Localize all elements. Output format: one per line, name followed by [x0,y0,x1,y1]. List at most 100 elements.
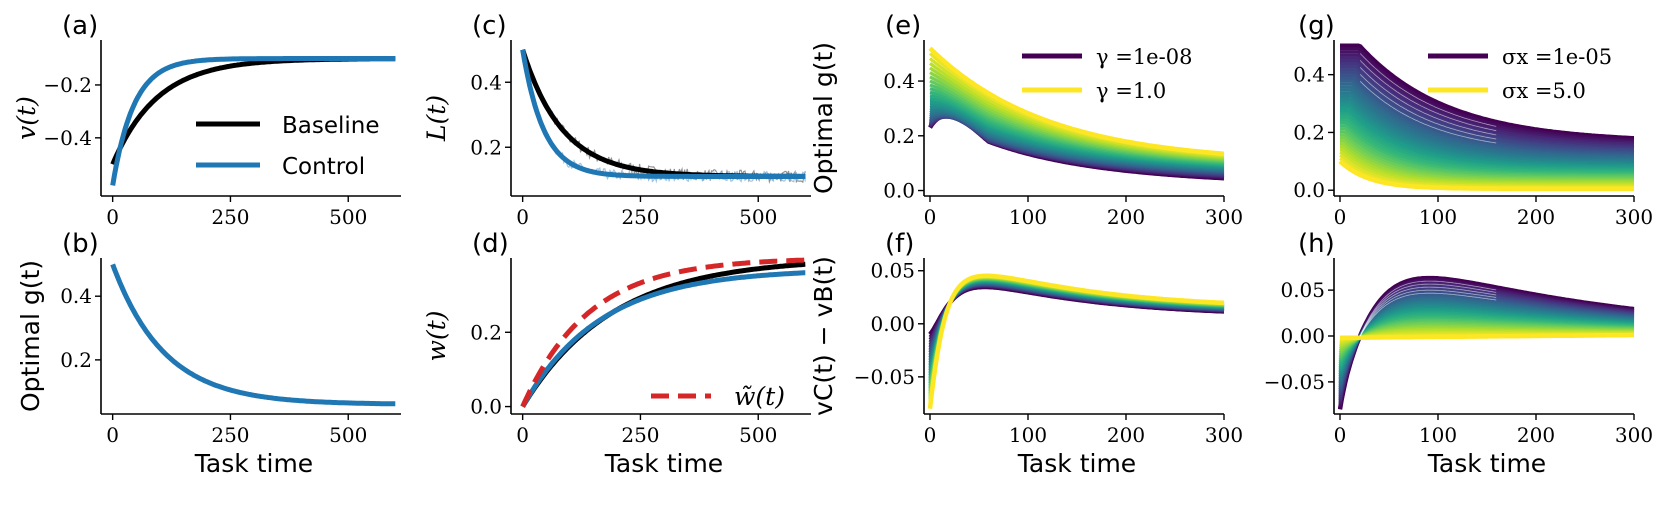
plot-area-e [928,46,1225,181]
panel-e: 0 100 200 300 0.4 0.2 0.0 (e) Optimal g(t) γ =1e-… [809,11,1243,229]
plot-area-d [520,257,806,408]
panel-a: 0 250 500 −0.2 −0.4 (a) v(t) Baseline Control [12,11,401,229]
panel-d: 0 250 500 0.0 0.2 (d) Task time w(t) w̃(t) [422,229,811,478]
legend-label-e-0: γ =1e-08 [1096,45,1192,69]
panel-label-g: (g) [1298,11,1335,41]
x-tick-label-e-0: 0 [924,205,937,229]
y-tick-label-f-0: 0.05 [870,259,915,283]
highlight-line-g-8 [1359,74,1497,140]
x-tick-label-g-1: 100 [1419,205,1457,229]
series-line-f-29 [928,273,1225,409]
plot-area-f [928,273,1225,409]
highlight-line-h-4 [1359,283,1497,337]
x-tick-label-h-1: 100 [1419,423,1457,447]
series-line-d-1 [520,270,806,408]
series-line-f-17 [928,278,1225,379]
x-tick-label-f-1: 100 [1009,423,1047,447]
y-tick-label-g-1: 0.2 [1293,120,1325,144]
panel-label-d: (d) [472,229,509,259]
y-tick-label-c-1: 0.2 [470,135,502,159]
y-tick-label-e-1: 0.2 [883,124,915,148]
series-line-h-39 [1340,332,1634,341]
highlight-line-h-6 [1359,286,1497,337]
legend-label-g-0: σx =1e-05 [1502,45,1612,69]
y-tick-label-f-2: −0.05 [854,365,915,389]
y-tick-label-h-1: 0.00 [1280,324,1325,348]
x-tick-label-h-0: 0 [1334,423,1347,447]
y-tick-label-g-0: 0.4 [1293,63,1325,87]
x-tick-label-f-0: 0 [924,423,937,447]
plot-area-g [1338,43,1635,192]
panel-c: 0 250 500 0.4 0.2 (c) L(t) [422,11,811,229]
plot-area-b [110,263,396,407]
x-tick-label-c-1: 250 [621,205,659,229]
y-axis-label-a: v(t) [12,96,41,140]
x-tick-label-h-3: 300 [1615,423,1653,447]
panel-label-a: (a) [62,11,98,41]
panel-label-b: (b) [62,229,99,259]
y-axis-label-f: vC(t) − vB(t) [809,256,838,416]
x-tick-label-e-2: 200 [1107,205,1145,229]
series-line-b-0 [110,263,396,407]
highlight-line-h-8 [1359,289,1497,337]
y-tick-label-h-0: 0.05 [1280,278,1325,302]
legend-label-a-1: Control [282,154,365,180]
y-tick-label-b-0: 0.4 [60,284,92,308]
highlight-line-g-10 [1359,81,1497,144]
highlight-line-g-6 [1359,67,1497,136]
plot-area-h [1338,275,1635,410]
x-tick-label-g-2: 200 [1517,205,1555,229]
x-axis-label-d: Task time [604,449,723,478]
series-line-a-1 [110,56,396,186]
y-axis-label-c: L(t) [422,95,451,142]
y-tick-label-d-1: 0.2 [470,320,502,344]
y-tick-label-h-2: −0.05 [1264,370,1325,394]
series-line-c-3 [520,49,806,179]
x-tick-label-b-1: 250 [211,423,249,447]
x-tick-label-d-2: 500 [739,423,777,447]
y-tick-label-g-2: 0.0 [1293,178,1325,202]
x-tick-label-b-0: 0 [106,423,119,447]
y-axis-label-d: w(t) [422,311,451,362]
series-line-e-29 [928,46,1225,156]
x-axis-label-h: Task time [1427,449,1546,478]
panel-g: 0 100 200 300 0.4 0.2 0.0 (g) σx =1e-05 σx =5.0 [1293,11,1653,229]
x-tick-label-c-2: 500 [739,205,777,229]
y-tick-label-a-0: −0.2 [43,73,92,97]
highlight-line-h-2 [1359,280,1497,336]
panel-h: 0 100 200 300 0.05 0.00 −0.05 (h) Task time [1264,229,1653,478]
plot-area-a [110,56,396,186]
x-tick-label-g-3: 300 [1615,205,1653,229]
panel-label-h: (h) [1298,229,1335,259]
highlight-line-g-2 [1359,53,1497,127]
x-tick-label-e-3: 300 [1205,205,1243,229]
y-axis-label-b: Optimal g(t) [16,260,45,412]
x-tick-label-e-1: 100 [1009,205,1047,229]
x-tick-label-a-1: 250 [211,205,249,229]
x-tick-label-f-2: 200 [1107,423,1145,447]
x-tick-label-b-2: 500 [329,423,367,447]
y-tick-label-a-1: −0.4 [43,126,92,150]
y-tick-label-e-2: 0.0 [883,179,915,203]
legend-label-g-1: σx =5.0 [1502,79,1586,103]
series-line-d-2 [520,257,806,408]
x-tick-label-c-0: 0 [516,205,529,229]
panel-label-e: (e) [885,11,921,41]
series-line-g-39 [1338,159,1634,192]
y-axis-label-e: Optimal g(t) [809,42,838,194]
y-tick-label-f-1: 0.00 [870,312,915,336]
y-tick-label-b-1: 0.2 [60,348,92,372]
x-axis-label-b: Task time [194,449,313,478]
legend-label-d-0: w̃(t) [734,382,785,411]
x-tick-label-h-2: 200 [1517,423,1555,447]
x-tick-label-d-1: 250 [621,423,659,447]
x-tick-label-a-2: 500 [329,205,367,229]
highlight-line-h-10 [1359,292,1497,337]
panel-label-c: (c) [472,11,507,41]
y-tick-label-c-0: 0.4 [470,70,502,94]
series-line-g-0 [1340,43,1634,141]
x-tick-label-a-0: 0 [106,205,119,229]
x-tick-label-g-0: 0 [1334,205,1347,229]
series-line-g-1 [1340,47,1635,142]
